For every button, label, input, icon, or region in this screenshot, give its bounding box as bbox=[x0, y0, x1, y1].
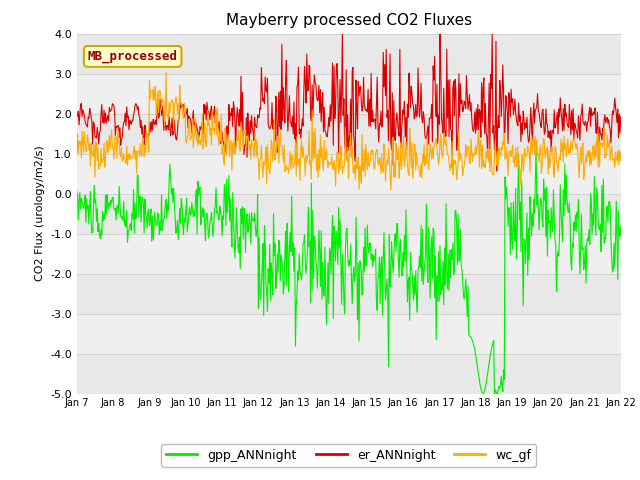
Bar bbox=[77, 274, 621, 313]
Legend: gpp_ANNnight, er_ANNnight, wc_gf: gpp_ANNnight, er_ANNnight, wc_gf bbox=[161, 444, 536, 467]
Text: MB_processed: MB_processed bbox=[88, 50, 178, 63]
Bar bbox=[77, 354, 621, 394]
Bar bbox=[77, 114, 621, 154]
Y-axis label: CO2 Flux (urology/m2/s): CO2 Flux (urology/m2/s) bbox=[35, 146, 45, 281]
Bar bbox=[77, 313, 621, 354]
Bar bbox=[77, 34, 621, 73]
Bar bbox=[77, 154, 621, 193]
Bar bbox=[77, 234, 621, 274]
Bar bbox=[77, 73, 621, 114]
Bar bbox=[77, 193, 621, 234]
Title: Mayberry processed CO2 Fluxes: Mayberry processed CO2 Fluxes bbox=[226, 13, 472, 28]
